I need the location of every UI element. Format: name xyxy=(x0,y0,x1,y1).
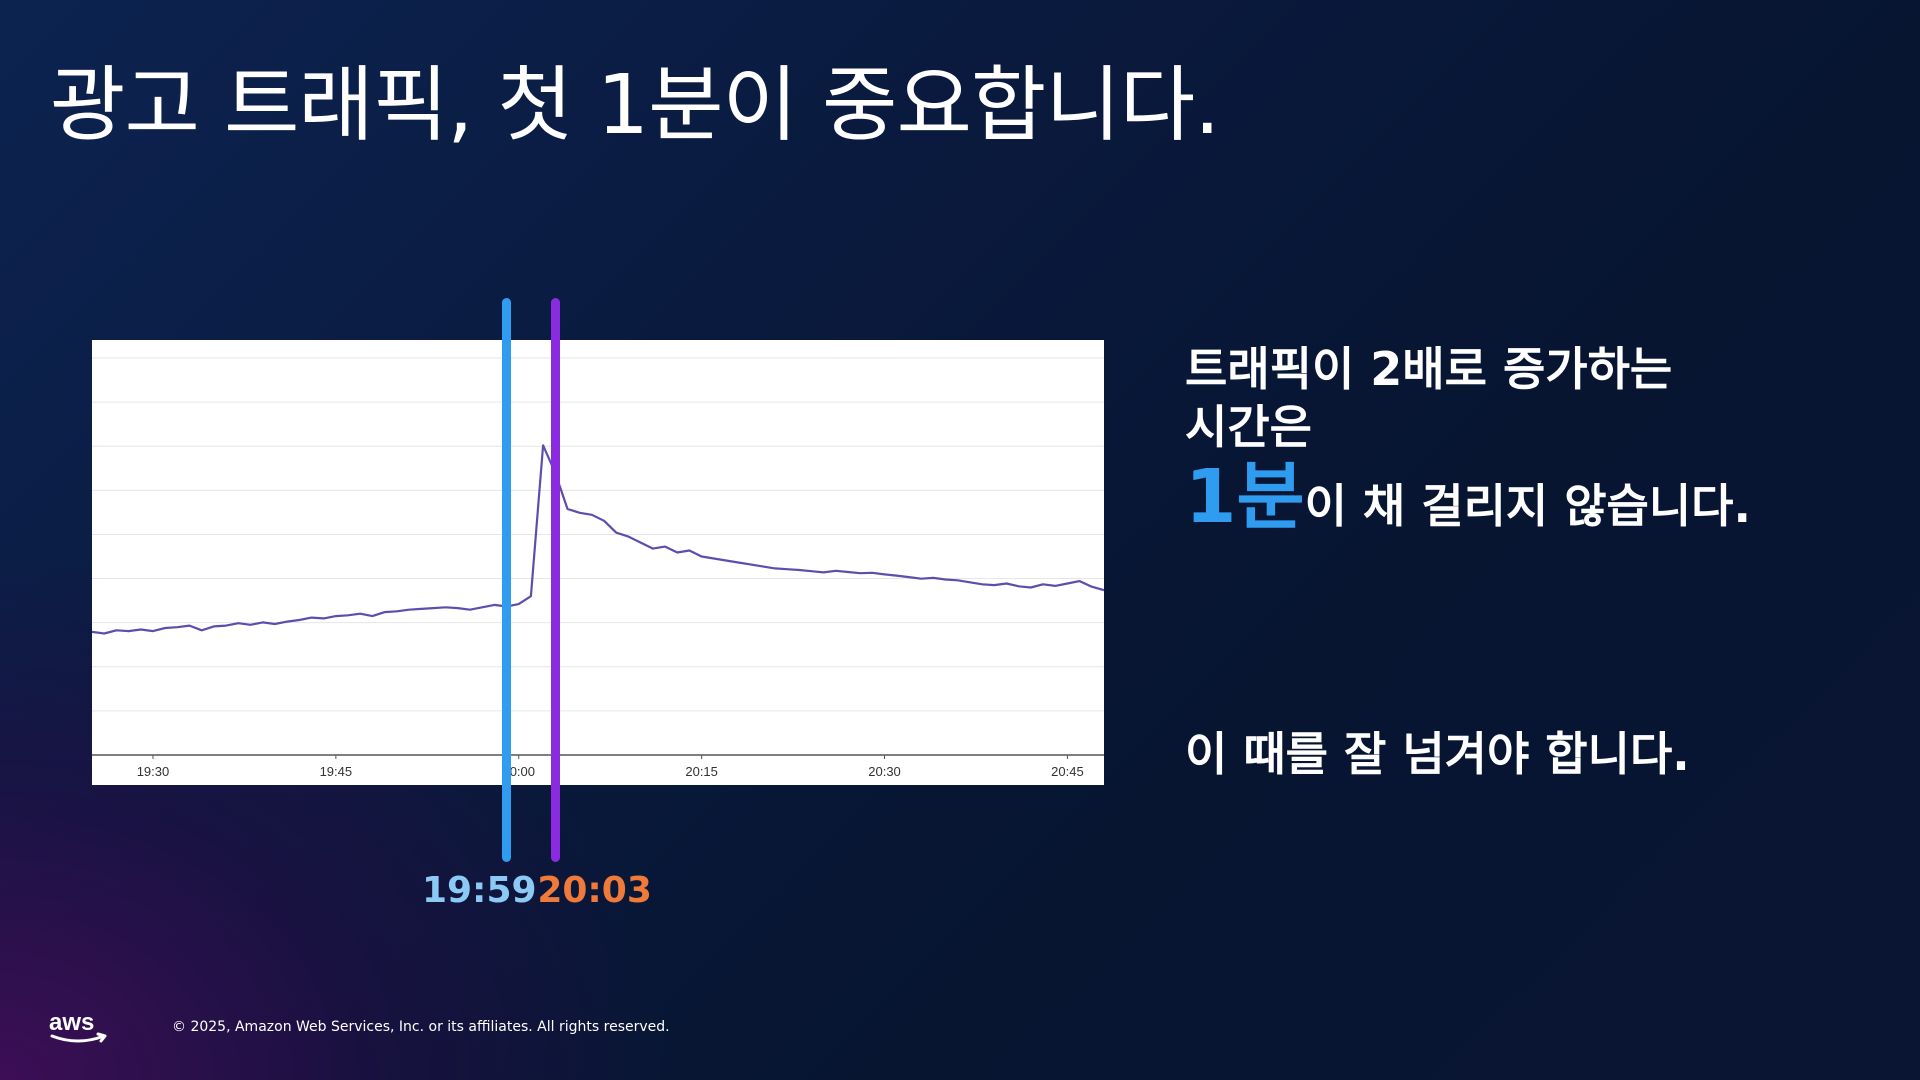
page-title: 광고 트래픽, 첫 1분이 중요합니다. xyxy=(50,58,1220,153)
aws-logo-icon: aws xyxy=(49,1009,107,1043)
chart-series xyxy=(92,444,1104,635)
traffic-series-line xyxy=(92,444,1104,635)
x-tick-label: 20:45 xyxy=(1051,764,1084,779)
marker-line-end xyxy=(550,298,560,862)
x-tick-label: 19:30 xyxy=(137,764,170,779)
x-tick-label: 19:45 xyxy=(320,764,353,779)
emphasis-duration: 1분 xyxy=(1185,454,1305,540)
description-text-1: 트래픽이 2배로 증가하는 xyxy=(1185,342,1673,396)
description-line-2: 1분이 채 걸리지 않습니다. xyxy=(1185,455,1751,548)
traffic-chart: 19:30 19:45 20:00 20:15 20:30 20:45 xyxy=(92,340,1104,785)
x-tick-label: 20:30 xyxy=(868,764,901,779)
marker-label-end: 20:03 xyxy=(537,870,652,911)
description-text-2: 시간은 xyxy=(1185,400,1312,454)
chart-x-tick-labels: 19:30 19:45 20:00 20:15 20:30 20:45 xyxy=(137,755,1084,779)
chart-gridlines xyxy=(92,357,1104,712)
copyright-text: © 2025, Amazon Web Services, Inc. or its… xyxy=(172,1019,670,1035)
traffic-line-chart: 19:30 19:45 20:00 20:15 20:30 20:45 xyxy=(92,357,1104,779)
marker-label-start: 19:59 xyxy=(421,870,537,911)
marker-line-start xyxy=(502,298,512,862)
description-line-1: 트래픽이 2배로 증가하는 시간은 xyxy=(1185,340,1672,456)
svg-text:aws: aws xyxy=(49,1009,94,1036)
description-text-3: 이 채 걸리지 않습니다. xyxy=(1304,479,1751,533)
x-tick-label: 20:15 xyxy=(685,764,718,779)
description-line-3: 이 때를 잘 넘겨야 합니다. xyxy=(1185,727,1690,781)
